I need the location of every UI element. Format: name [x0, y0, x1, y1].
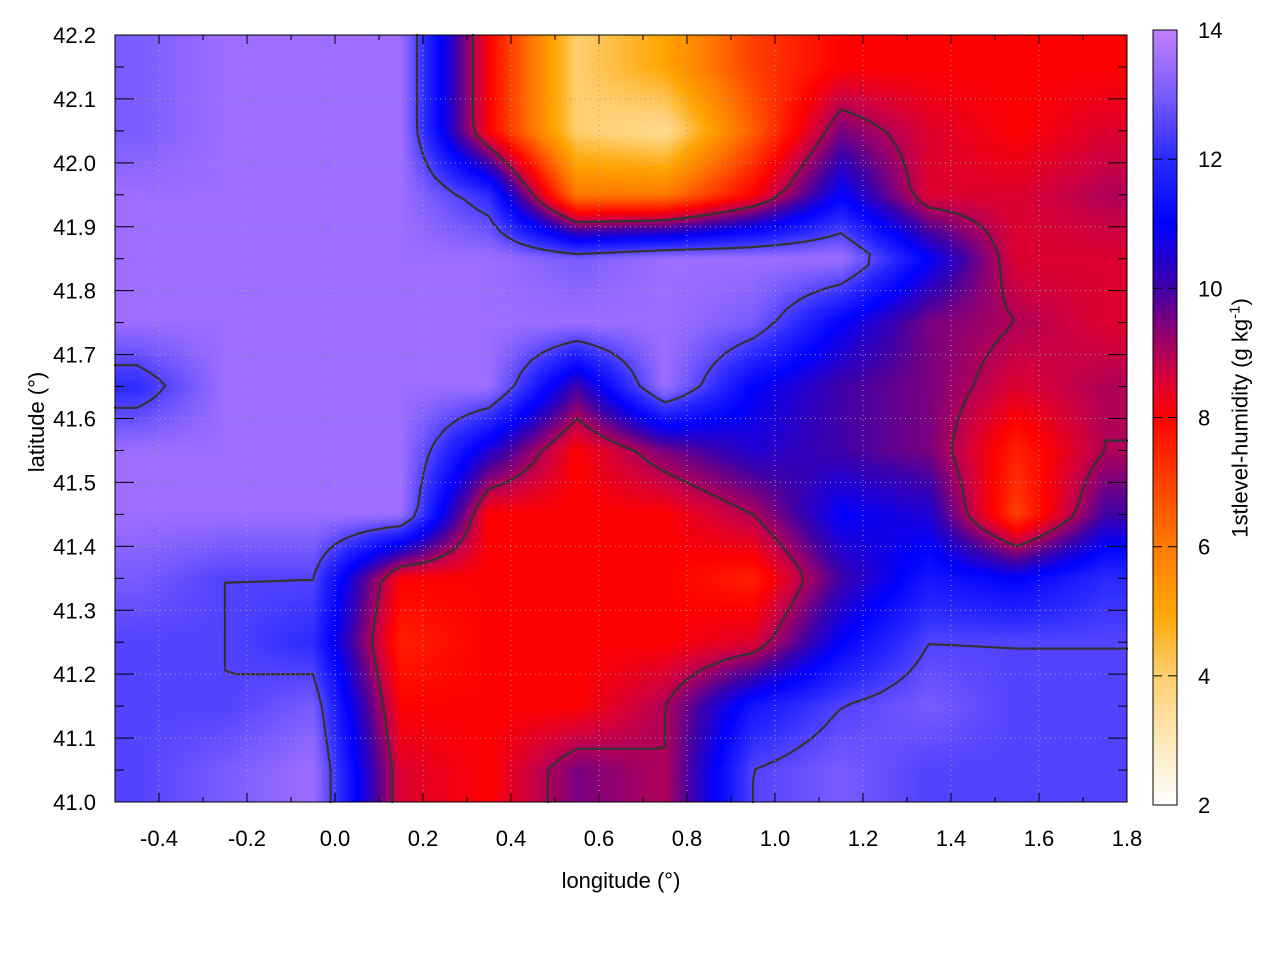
x-tick-label: -0.4	[140, 826, 178, 851]
colorbar-label-text: 1stlevel-humidity (g kg	[1227, 318, 1253, 538]
y-tick-label: 41.6	[53, 407, 96, 432]
y-tick-label: 41.4	[53, 534, 96, 559]
y-tick-label: 41.3	[53, 598, 96, 623]
grid	[115, 35, 1127, 802]
colorbar-ticks: 2 4 6 8 10 12 14	[1153, 18, 1222, 818]
x-tick-label: 0.6	[584, 826, 615, 851]
x-tick-label: 1.8	[1112, 826, 1143, 851]
y-axis-label: latitude (°)	[24, 371, 49, 473]
x-tick-label: 0.8	[672, 826, 703, 851]
y-tick-label: 42.0	[53, 151, 96, 176]
colorbar-label: 1stlevel-humidity (g kg-1)	[1226, 298, 1253, 538]
x-tick-label: -0.2	[228, 826, 266, 851]
axis-ticks: -0.4 -0.2 0.0 0.2 0.4 0.6 0.8 1.0 1.2 1.4 1.6 1.8 41…	[53, 23, 1142, 851]
x-axis-label: longitude (°)	[561, 868, 681, 893]
colorbar-tick-label: 4	[1198, 664, 1210, 689]
contour-line	[371, 33, 1129, 804]
x-tick-label: 1.0	[760, 826, 791, 851]
colorbar-tick-label: 2	[1198, 793, 1210, 818]
x-tick-label: 1.4	[936, 826, 967, 851]
colorbar-tick-label: 12	[1198, 147, 1222, 172]
contour-lines	[113, 33, 1129, 804]
x-tick-label: 1.6	[1024, 826, 1055, 851]
y-tick-label: 41.5	[53, 470, 96, 495]
colorbar-label-sup: -1	[1226, 305, 1244, 319]
colorbar-tick-label: 10	[1198, 276, 1222, 301]
colorbar-tick-label: 14	[1198, 18, 1222, 43]
colorbar-label-suffix: )	[1227, 298, 1253, 306]
x-tick-label: 0.2	[408, 826, 439, 851]
y-tick-label: 41.2	[53, 662, 96, 687]
colorbar-tick-label: 6	[1198, 535, 1210, 560]
contour-line	[113, 33, 1129, 804]
x-tick-label: 0.0	[320, 826, 351, 851]
y-tick-label: 41.8	[53, 279, 96, 304]
y-tick-label: 41.9	[53, 215, 96, 240]
x-tick-label: 1.2	[848, 826, 879, 851]
colorbar-tick-label: 8	[1198, 406, 1210, 431]
y-tick-label: 41.1	[53, 726, 96, 751]
y-tick-label: 42.2	[53, 23, 96, 48]
y-tick-label: 41.7	[53, 343, 96, 368]
y-tick-label: 42.1	[53, 87, 96, 112]
y-tick-label: 41.0	[53, 790, 96, 815]
x-tick-label: 0.4	[496, 826, 527, 851]
